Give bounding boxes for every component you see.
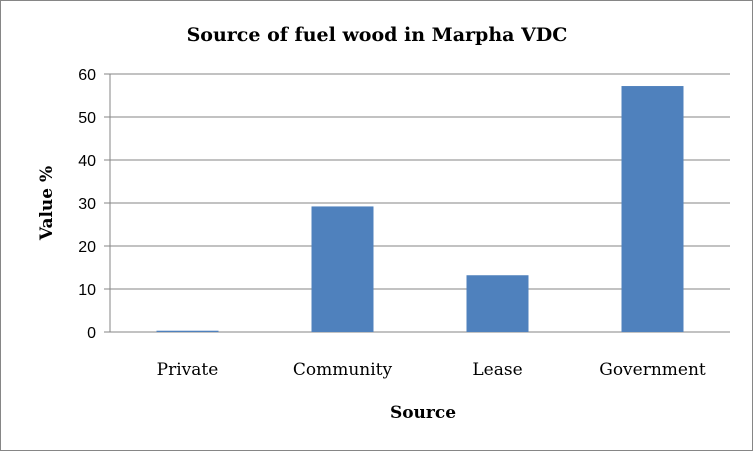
chart-title: Source of fuel wood in Marpha VDC — [187, 24, 568, 46]
y-tick-label: 20 — [78, 239, 96, 256]
y-tick-label: 40 — [78, 153, 96, 170]
bar-lease — [466, 275, 529, 332]
y-tick-label: 60 — [78, 67, 96, 84]
y-tick-label: 50 — [78, 110, 96, 127]
y-tick-label: 0 — [87, 325, 96, 342]
x-tick-label: Private — [157, 360, 219, 380]
x-axis-title: Source — [390, 403, 456, 423]
bar-community — [311, 206, 374, 332]
y-tick-label: 10 — [78, 282, 96, 299]
bars — [156, 86, 684, 332]
y-axis-title: Value % — [37, 166, 57, 241]
gridlines — [104, 73, 730, 333]
bar-private — [156, 330, 219, 332]
x-tick-label: Community — [293, 360, 393, 380]
x-axis-ticks: Private Community Lease Government — [157, 360, 706, 380]
bar-government — [621, 86, 684, 332]
y-axis-ticks: 0 10 20 30 40 50 60 — [78, 67, 96, 342]
x-tick-label: Government — [599, 360, 706, 380]
x-tick-label: Lease — [472, 360, 522, 380]
y-tick-label: 30 — [78, 196, 96, 213]
